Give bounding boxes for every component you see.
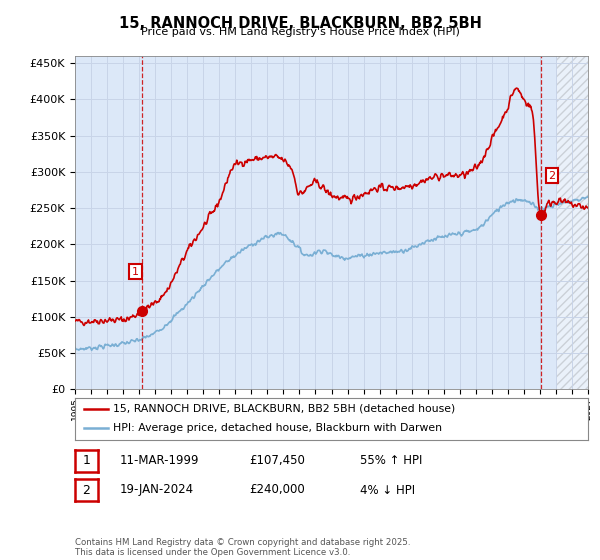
Text: 11-MAR-1999: 11-MAR-1999: [120, 454, 199, 468]
Text: £107,450: £107,450: [249, 454, 305, 468]
Text: Contains HM Land Registry data © Crown copyright and database right 2025.
This d: Contains HM Land Registry data © Crown c…: [75, 538, 410, 557]
Text: 1: 1: [132, 267, 139, 277]
Text: £240,000: £240,000: [249, 483, 305, 497]
Text: 15, RANNOCH DRIVE, BLACKBURN, BB2 5BH (detached house): 15, RANNOCH DRIVE, BLACKBURN, BB2 5BH (d…: [113, 404, 456, 414]
Text: 2: 2: [82, 483, 91, 497]
Text: 1: 1: [82, 454, 91, 468]
Text: 4% ↓ HPI: 4% ↓ HPI: [360, 483, 415, 497]
Text: 15, RANNOCH DRIVE, BLACKBURN, BB2 5BH: 15, RANNOCH DRIVE, BLACKBURN, BB2 5BH: [119, 16, 481, 31]
Text: HPI: Average price, detached house, Blackburn with Darwen: HPI: Average price, detached house, Blac…: [113, 423, 442, 433]
Text: 55% ↑ HPI: 55% ↑ HPI: [360, 454, 422, 468]
Text: Price paid vs. HM Land Registry's House Price Index (HPI): Price paid vs. HM Land Registry's House …: [140, 27, 460, 38]
Text: 19-JAN-2024: 19-JAN-2024: [120, 483, 194, 497]
Text: 2: 2: [548, 170, 556, 180]
